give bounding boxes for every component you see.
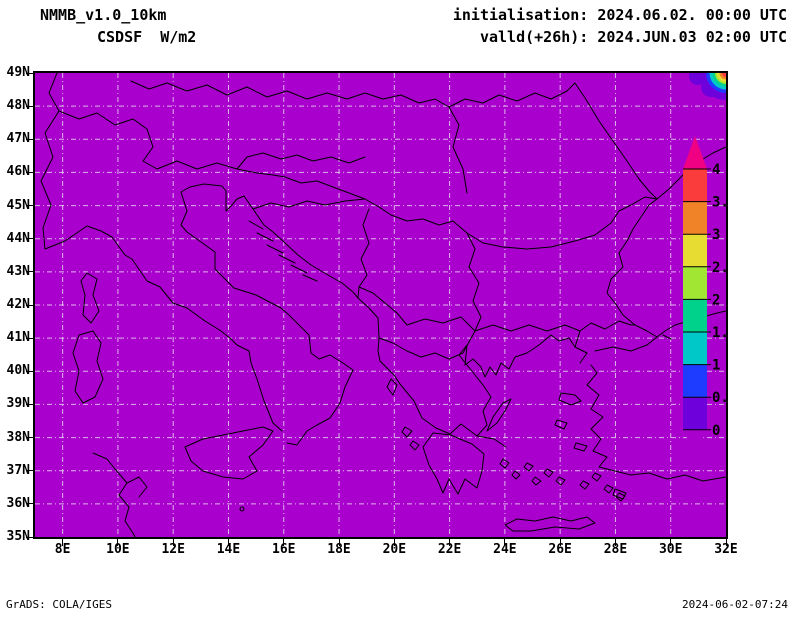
sunrise-gradient-corner (689, 73, 726, 100)
lon-label: 20E (382, 542, 407, 557)
colorbar-level-label: 1 (712, 358, 720, 374)
lat-tick (26, 370, 34, 372)
lon-label: 24E (493, 542, 517, 557)
lon-label: 22E (437, 542, 462, 557)
colorbar-legend: 4 3.5 3 2.5 2 1.5 1 0.5 0 (683, 136, 726, 455)
lat-label: 42N (6, 297, 30, 312)
map-svg: 4 3.5 3 2.5 2 1.5 1 0.5 0 (35, 73, 726, 537)
lon-label: 14E (216, 542, 241, 557)
map-area: 4 3.5 3 2.5 2 1.5 1 0.5 0 (33, 71, 728, 539)
lat-label: 44N (6, 230, 30, 246)
lat-tick (26, 171, 34, 173)
field-fill-background (35, 73, 726, 537)
colorbar-segment (683, 364, 707, 398)
lon-tick (393, 539, 395, 546)
lon-tick (449, 539, 451, 546)
lat-label: 43N (6, 263, 30, 279)
colorbar-level-label: 3.5 (712, 195, 726, 211)
lon-label: 12E (161, 542, 185, 557)
lon-tick (283, 539, 285, 546)
lat-tick (26, 238, 34, 240)
lat-label: 38N (6, 429, 30, 445)
field-title: CSDSF W/m2 (97, 28, 197, 46)
lon-tick (559, 539, 561, 546)
lat-label: 46N (6, 164, 30, 180)
lat-tick (26, 470, 34, 472)
lat-lon-gridlines (35, 73, 726, 537)
lon-tick (338, 539, 340, 546)
lat-tick (26, 72, 34, 74)
lat-label: 39N (6, 396, 30, 412)
colorbar-below-min-arrow (683, 429, 707, 455)
lat-label: 35N (6, 529, 30, 544)
colorbar-level-label: 2 (712, 292, 720, 308)
lon-label: 10E (106, 542, 130, 557)
lat-tick (26, 536, 34, 538)
colorbar-level-label: 3 (712, 227, 720, 243)
lat-label: 37N (6, 462, 30, 478)
colorbar-level-label: 0 (712, 423, 720, 439)
colorbar-segment (683, 332, 707, 365)
colorbar-segment (683, 266, 707, 300)
lat-tick (26, 503, 34, 505)
lon-tick (670, 539, 672, 546)
lon-label: 18E (327, 542, 351, 557)
lon-label: 8E (54, 542, 71, 557)
colorbar-segment (683, 299, 707, 332)
lon-tick (504, 539, 506, 546)
lon-tick (172, 539, 174, 546)
lon-tick (117, 539, 119, 546)
lat-label: 49N (6, 65, 30, 80)
lon-label: 26E (548, 542, 572, 557)
lon-tick (725, 539, 727, 546)
model-title: NMMB_v1.0_10km (40, 6, 167, 24)
lat-label: 48N (6, 98, 30, 114)
lat-label: 40N (6, 363, 30, 379)
lat-tick (26, 304, 34, 306)
lon-label: 28E (603, 542, 628, 557)
lat-label: 41N (6, 330, 30, 346)
lat-tick (26, 403, 34, 405)
lon-label: 32E (714, 542, 738, 557)
colorbar-level-label: 4 (712, 162, 720, 178)
lat-label: 47N (6, 131, 30, 147)
valid-time: valld(+26h): 2024.JUN.03 02:00 UTC (479, 28, 787, 46)
colorbar-segment (683, 234, 707, 267)
lat-tick (26, 337, 34, 339)
lat-tick (26, 105, 34, 107)
colorbar-segment (683, 397, 707, 430)
lat-tick (26, 138, 34, 140)
colorbar-level-label: 1.5 (712, 325, 726, 341)
lat-label: 45N (6, 197, 30, 213)
lon-tick (614, 539, 616, 546)
lon-tick (227, 539, 229, 546)
colorbar-level-label: 2.5 (712, 260, 726, 276)
grads-credit: GrADS: COLA/IGES (6, 598, 112, 611)
sunrise-band (722, 73, 726, 77)
colorbar-segment (683, 201, 707, 235)
creation-timestamp: 2024-06-02-07:24 (682, 598, 788, 611)
lon-tick (62, 539, 64, 546)
coastlines-and-borders (40, 73, 726, 537)
colorbar-above-max-arrow (683, 136, 707, 169)
lon-label: 30E (658, 542, 683, 557)
lat-tick (26, 437, 34, 439)
lon-label: 16E (272, 542, 296, 557)
lat-label: 36N (6, 495, 30, 511)
lat-tick (26, 271, 34, 273)
colorbar-segment (683, 169, 707, 202)
initialisation-time: initialisation: 2024.06.02. 00:00 UTC (452, 6, 787, 24)
colorbar-level-label: 0.5 (712, 390, 726, 406)
lat-tick (26, 205, 34, 207)
